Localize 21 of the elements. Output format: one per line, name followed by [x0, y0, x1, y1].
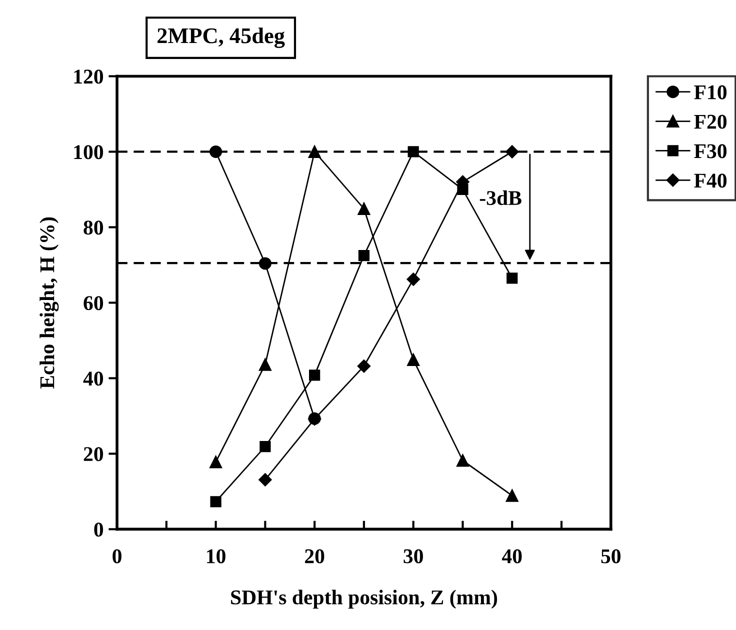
legend-label: F40	[694, 174, 727, 188]
y-tick-label: 60	[84, 296, 104, 310]
x-tick-label: 30	[404, 549, 423, 564]
x-tick-label: 20	[305, 549, 324, 564]
x-tick-label: 40	[502, 549, 522, 564]
x-axis-title: SDH's depth posision, Z (mm)	[231, 590, 498, 609]
annotation: -3dB	[480, 190, 522, 206]
x-tick-label: 10	[207, 549, 226, 564]
y-tick-label: 20	[84, 447, 104, 462]
x-tick-label: 0	[112, 549, 122, 564]
y-tick-label: 80	[84, 220, 104, 235]
legend-label: F30	[694, 144, 727, 158]
y-axis-title: Echo height, H (%)	[40, 217, 59, 389]
x-tick-label: 50	[601, 549, 620, 564]
chart-title: 2MPC, 45deg	[158, 28, 285, 48]
y-tick-label: 120	[74, 70, 104, 84]
legend-label: F20	[694, 114, 727, 129]
y-tick-label: 0	[94, 522, 104, 537]
y-tick-label: 40	[83, 372, 104, 386]
legend-label: F10	[694, 85, 727, 100]
y-tick-label: 100	[74, 145, 104, 160]
